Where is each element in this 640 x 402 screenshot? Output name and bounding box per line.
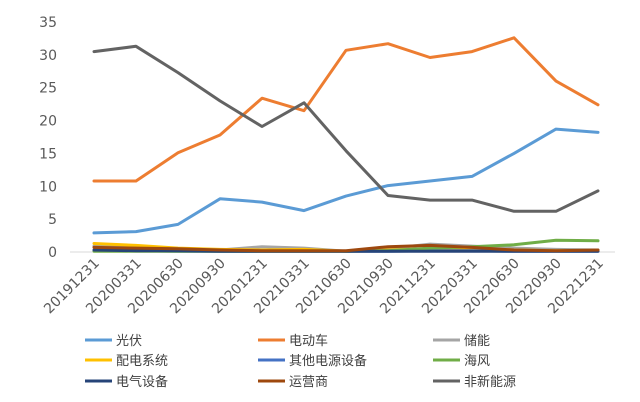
legend-label: 电气设备 [116,374,168,390]
y-tick-label: 5 [48,212,57,228]
y-tick-label: 0 [48,245,57,261]
legend-label: 电动车 [289,333,328,349]
series-line [92,243,600,253]
y-tick-label: 20 [39,114,57,130]
legend-label: 其他电源设备 [289,353,367,369]
y-tick-label: 10 [39,179,57,195]
series-line [92,127,600,235]
series-layer [92,36,600,253]
series-line [92,36,600,183]
series-line [92,44,600,213]
legend-label: 海风 [464,354,490,369]
y-tick-label: 15 [39,146,57,162]
y-tick-label: 35 [39,15,57,31]
legend-label: 储能 [464,334,490,349]
legend-label: 配电系统 [116,354,168,369]
y-tick-label: 25 [39,81,57,97]
x-axis: 2019123120200331202006302020093020201231… [41,251,615,317]
legend-label: 非新能源 [464,374,516,390]
legend-label: 光伏 [116,334,142,349]
legend-label: 运营商 [289,375,328,390]
y-tick-label: 30 [39,48,57,64]
y-axis: 0 5 10 15 20 25 30 35 [39,15,57,261]
